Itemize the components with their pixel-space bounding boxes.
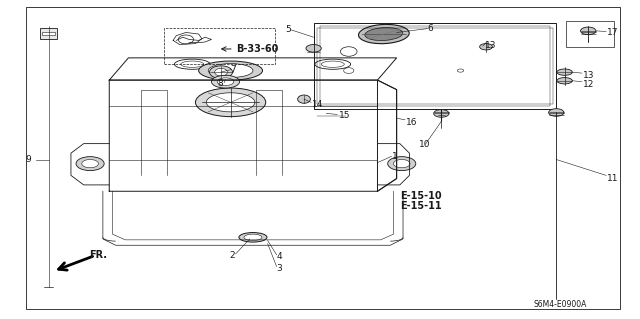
Bar [164,28,275,64]
Text: E-15-11: E-15-11 [400,201,442,211]
Text: 1: 1 [392,152,397,161]
Text: FR.: FR. [89,250,107,260]
Text: 8: 8 [218,79,223,88]
Ellipse shape [76,157,104,171]
Ellipse shape [206,93,255,112]
Ellipse shape [198,61,262,80]
Ellipse shape [82,160,99,168]
Ellipse shape [365,27,403,41]
Text: 2: 2 [229,251,235,260]
Bar [320,26,550,106]
Text: 12: 12 [583,80,595,89]
Text: 13: 13 [484,41,496,50]
Ellipse shape [306,45,321,52]
Text: 10: 10 [419,140,431,149]
Text: E-15-10: E-15-10 [400,191,442,201]
Text: 4: 4 [276,252,282,261]
Ellipse shape [479,44,492,50]
Bar [42,32,55,35]
Ellipse shape [239,233,267,242]
Text: 7: 7 [230,65,236,74]
Ellipse shape [394,160,410,168]
Ellipse shape [548,109,564,116]
Text: 17: 17 [607,28,619,37]
Bar [314,23,556,109]
Ellipse shape [557,69,572,75]
Ellipse shape [208,63,253,78]
Ellipse shape [195,88,266,117]
Text: 5: 5 [285,26,291,34]
Text: 11: 11 [607,174,619,183]
Ellipse shape [388,157,416,171]
Text: 3: 3 [276,263,282,273]
Bar [566,21,614,47]
Text: B-33-60: B-33-60 [236,44,278,54]
Text: S6M4-E0900A: S6M4-E0900A [534,300,588,308]
Bar [317,28,553,104]
Ellipse shape [211,75,239,88]
Ellipse shape [214,68,227,76]
Text: 9: 9 [25,155,31,164]
Ellipse shape [209,66,232,78]
Ellipse shape [557,78,572,84]
Ellipse shape [217,78,234,85]
Ellipse shape [244,234,262,241]
Text: 15: 15 [339,111,351,120]
Bar [40,28,57,39]
Ellipse shape [358,25,409,44]
Ellipse shape [298,95,310,103]
Text: 13: 13 [583,71,595,80]
Text: 6: 6 [428,24,433,33]
Text: 14: 14 [312,100,324,109]
Ellipse shape [434,110,449,117]
Text: 16: 16 [406,117,418,127]
Ellipse shape [580,27,596,35]
